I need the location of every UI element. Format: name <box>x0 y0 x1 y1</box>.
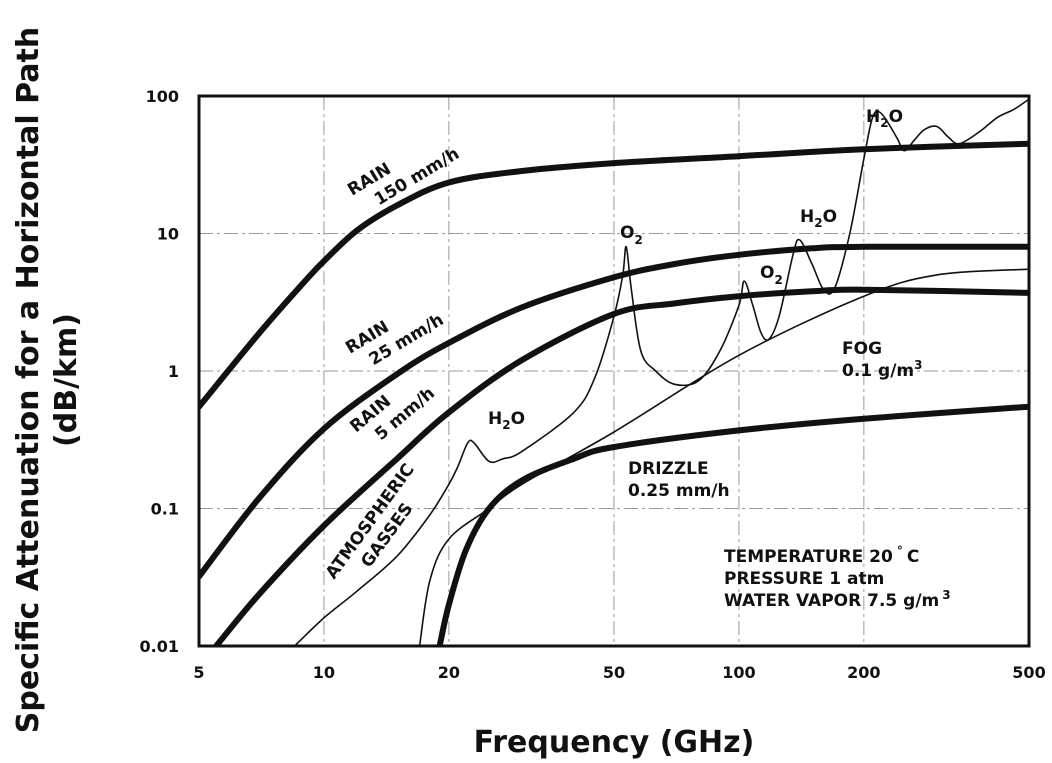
y-tick-label-0.01: 0.01 <box>140 637 179 656</box>
h2o-22-sub: 2 <box>502 418 510 432</box>
x-tick-label-500: 500 <box>1012 663 1045 682</box>
o2-119-o: O <box>760 263 774 283</box>
x-axis-title: Frequency (GHz) <box>474 725 755 760</box>
h2o-325-h: H <box>866 107 880 127</box>
label-o2-119ghz: O2 <box>760 263 783 287</box>
h2o-183-o: O <box>823 207 837 227</box>
series-line-rain-5-mm-h <box>213 286 1029 646</box>
h2o-183-h: H <box>800 207 814 227</box>
y-axis-title-line1: Specific Attenuation for a Horizontal Pa… <box>11 27 46 733</box>
label-h2o-22ghz: H2O <box>488 409 525 432</box>
label-drizzle-line2: 0.25 mm/h <box>628 481 730 501</box>
h2o-325-sub: 2 <box>880 116 888 130</box>
label-h2o-183ghz: H2O <box>800 207 837 230</box>
series-line-rain-150-mm-h <box>199 140 1029 410</box>
cond-vapor-exp: 3 <box>942 588 950 602</box>
h2o-22-o: O <box>511 409 525 429</box>
h2o-22-h: H <box>488 409 502 429</box>
cond-vapor-text: WATER VAPOR 7.5 g/m <box>724 591 939 611</box>
y-tick-label-1: 1 <box>168 362 179 381</box>
o2-60-o: O <box>620 223 634 243</box>
x-tick-label-20: 20 <box>438 663 460 682</box>
y-axis-title-line2: (dB/km) <box>49 313 84 447</box>
o2-60-sub: 2 <box>634 233 642 247</box>
x-tick-labels: 5 10 20 50 100 200 500 <box>193 663 1045 682</box>
fog-value: 0.1 g/m <box>842 361 914 381</box>
series-line-atmospheric-gasses <box>293 98 1029 646</box>
series-lines <box>199 98 1029 646</box>
x-tick-label-10: 10 <box>313 663 335 682</box>
label-h2o-325ghz: H2O <box>866 107 903 130</box>
label-drizzle-line1: DRIZZLE <box>628 459 709 479</box>
fog-exp: 3 <box>914 358 922 372</box>
h2o-183-sub: 2 <box>814 216 822 230</box>
x-tick-label-5: 5 <box>193 663 204 682</box>
conditions-block: TEMPERATURE 20 ° C PRESSURE 1 atm WATER VA… <box>724 544 951 611</box>
grid-lines <box>199 96 1029 646</box>
y-tick-label-100: 100 <box>146 87 179 106</box>
x-tick-label-50: 50 <box>603 663 625 682</box>
label-rain-25: RAIN 25 mm/h <box>342 310 447 370</box>
cond-water-vapor: WATER VAPOR 7.5 g/m 3 <box>724 588 951 611</box>
h2o-325-o: O <box>889 107 903 127</box>
label-fog-line2: 0.1 g/m3 <box>842 358 923 381</box>
series-line-rain-25-mm-h <box>199 243 1029 580</box>
x-tick-label-200: 200 <box>847 663 880 682</box>
cond-temperature: TEMPERATURE 20 ° C <box>724 544 919 567</box>
x-tick-label-100: 100 <box>722 663 755 682</box>
cond-temp-text: TEMPERATURE 20 <box>724 547 893 567</box>
y-tick-label-10: 10 <box>157 225 179 244</box>
y-tick-labels: 0.01 0.1 1 10 100 <box>140 87 179 656</box>
cond-pressure: PRESSURE 1 atm <box>724 569 884 589</box>
cond-temp-deg: ° <box>897 544 903 558</box>
cond-temp-unit: C <box>907 547 919 567</box>
label-o2-60ghz: O2 <box>620 223 643 247</box>
series-line-fog-0-1-g-m3 <box>418 268 1029 646</box>
series-line-drizzle-0-25-mm-h <box>436 403 1029 646</box>
label-fog-line1: FOG <box>842 339 882 359</box>
y-tick-label-0.1: 0.1 <box>151 500 179 519</box>
o2-119-sub: 2 <box>774 273 782 287</box>
plot-frame <box>197 94 1031 648</box>
